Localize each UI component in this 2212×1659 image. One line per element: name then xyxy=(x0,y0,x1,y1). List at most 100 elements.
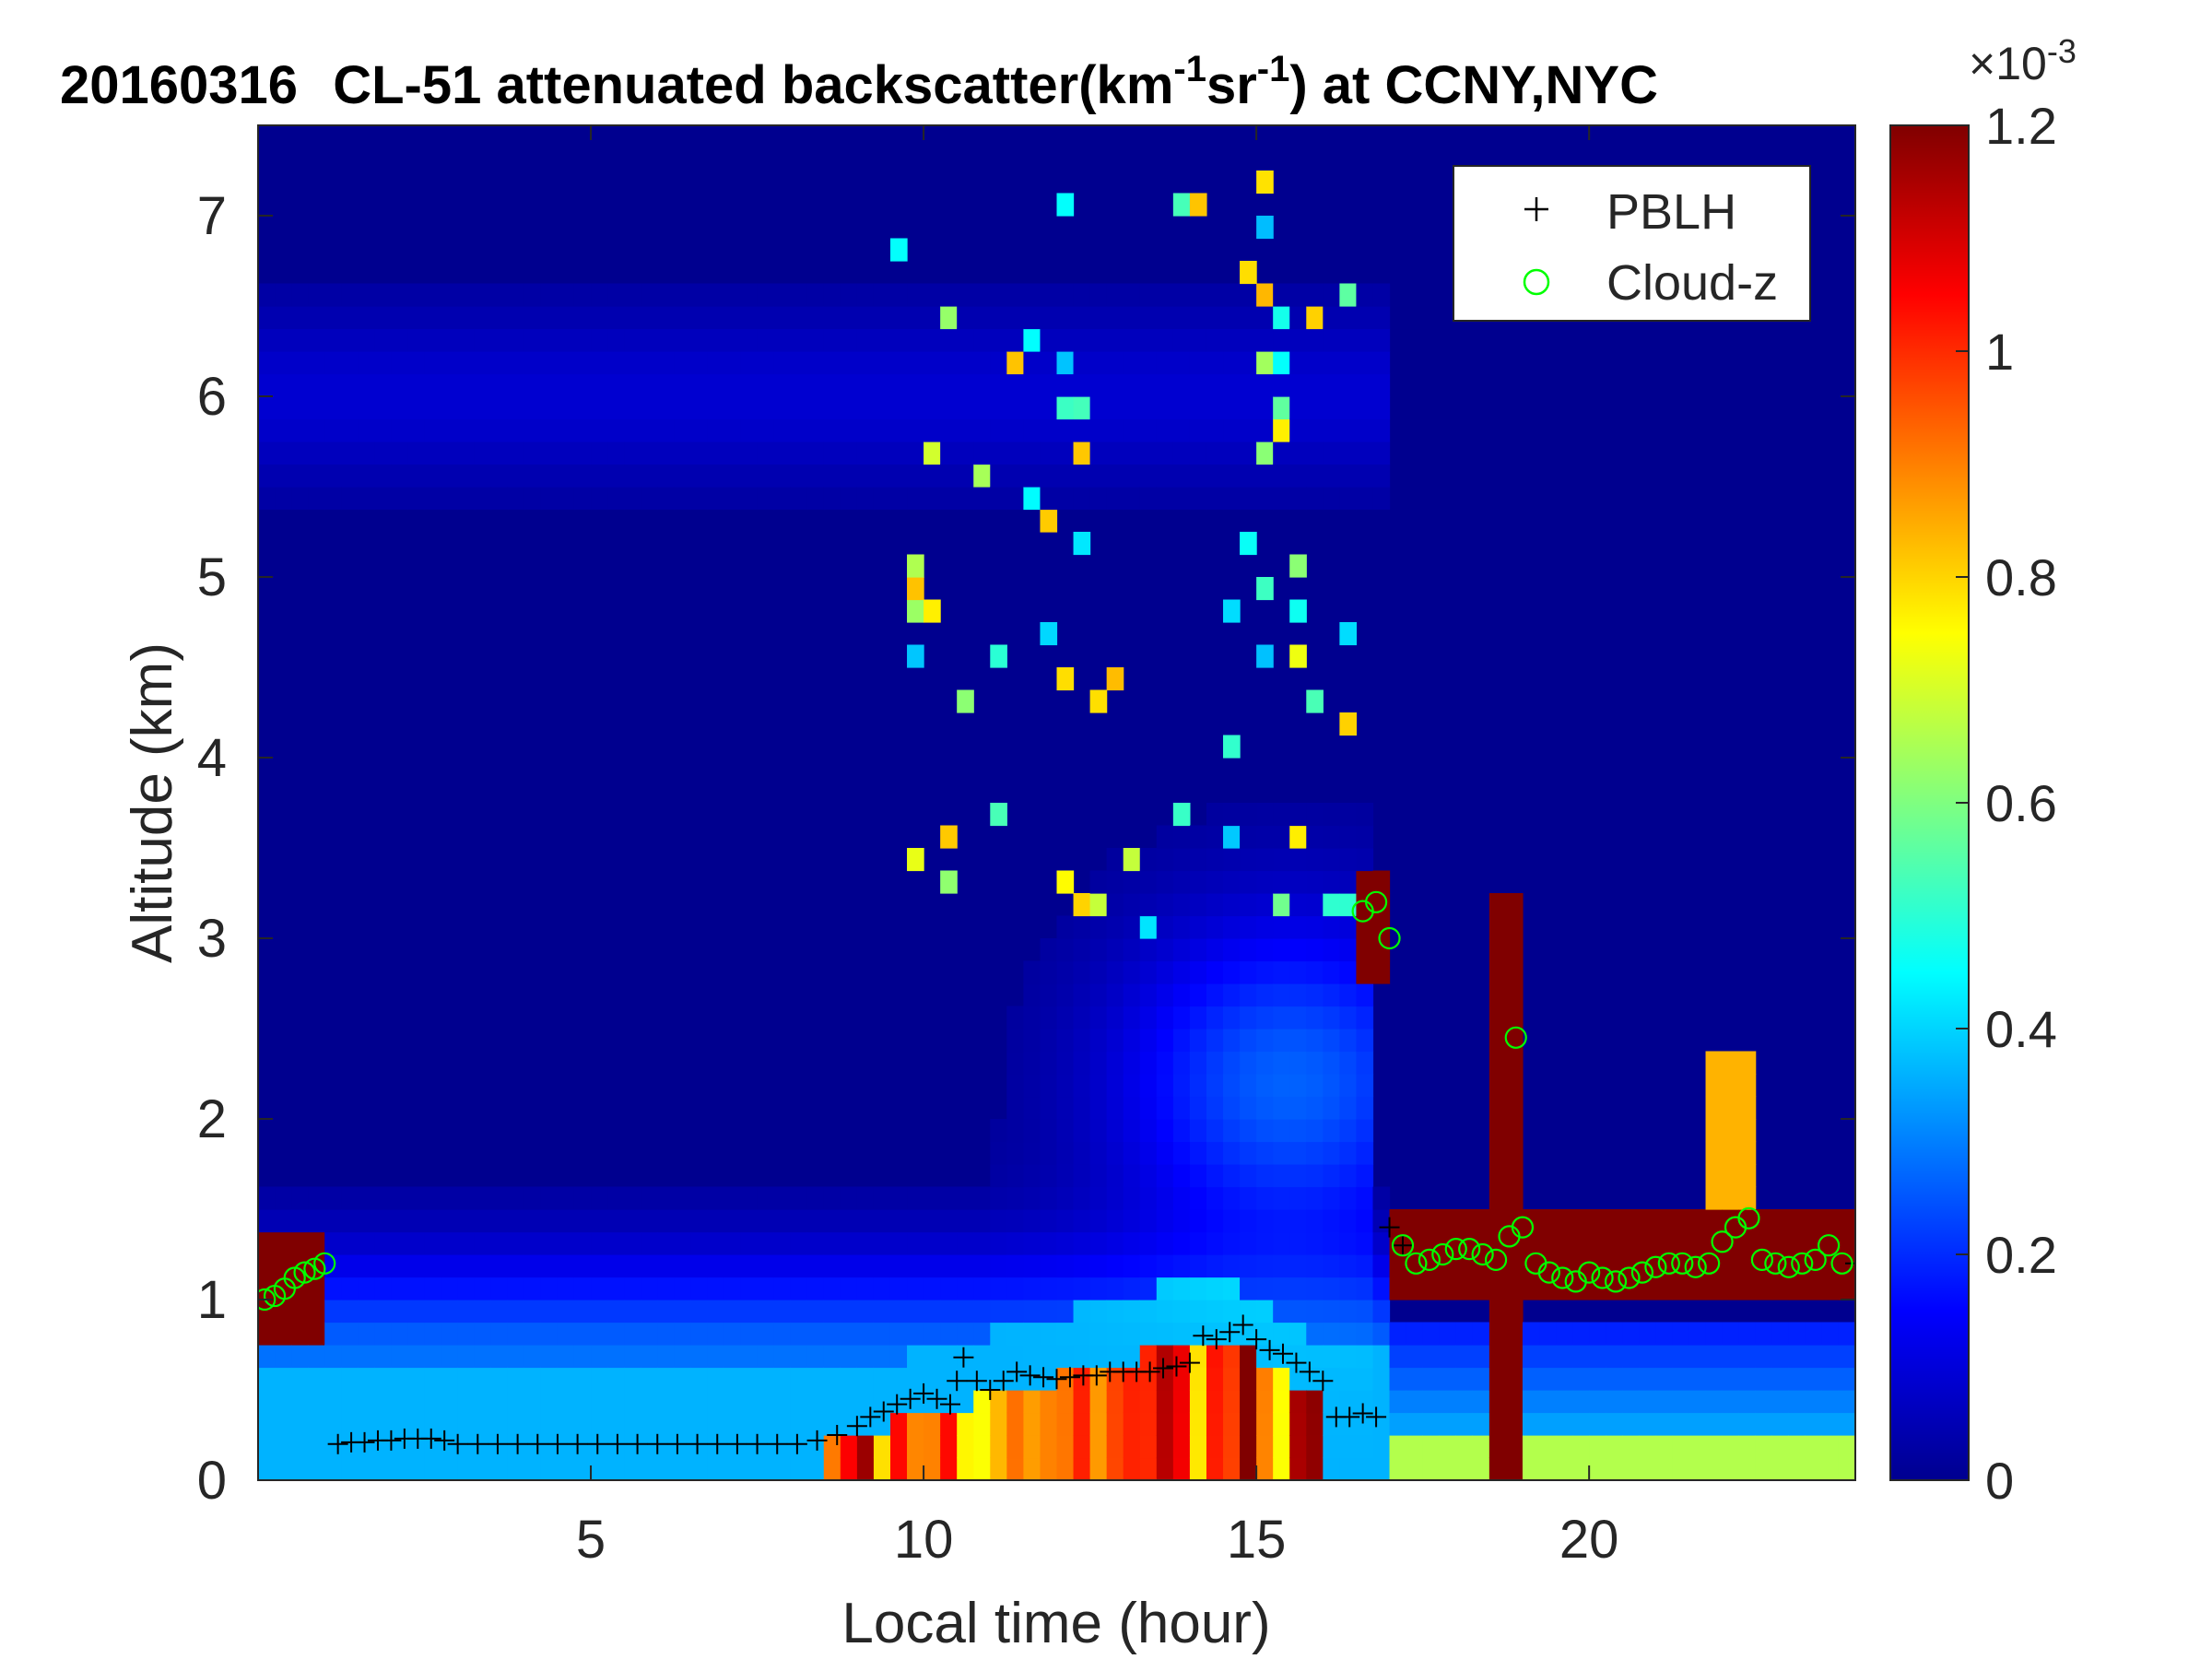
heatmap-cell xyxy=(1073,1322,1091,1346)
heatmap-cell xyxy=(624,1209,641,1233)
heatmap-cell xyxy=(341,1300,359,1324)
heatmap-cell xyxy=(1172,396,1191,420)
heatmap-cell xyxy=(840,283,858,307)
heatmap-cell xyxy=(1106,1231,1124,1255)
heatmap-cell xyxy=(1206,1164,1224,1188)
heatmap-cell xyxy=(407,1231,426,1255)
heatmap-cell xyxy=(1738,1231,1757,1255)
heatmap-cell xyxy=(1273,1029,1290,1053)
heatmap-cell xyxy=(1788,1209,1806,1233)
heatmap-cell xyxy=(1172,418,1191,442)
heatmap-cell xyxy=(1189,1457,1207,1480)
heatmap-cell xyxy=(724,1345,742,1369)
heatmap-cell xyxy=(840,396,858,420)
heatmap-cell xyxy=(1172,487,1191,511)
heatmap-cell xyxy=(1006,1096,1024,1120)
heatmap-cell xyxy=(1289,893,1307,917)
heatmap-cell xyxy=(1156,396,1174,420)
heatmap-cell xyxy=(1073,915,1091,939)
heatmap-cell xyxy=(1306,396,1324,420)
heatmap-cell xyxy=(324,418,342,442)
heatmap-cell xyxy=(1805,1390,1823,1414)
heatmap-cell xyxy=(907,396,924,420)
heatmap-cell xyxy=(1006,487,1024,511)
heatmap-cell xyxy=(1372,1435,1391,1459)
heatmap-cell xyxy=(474,1231,492,1255)
heatmap-cell xyxy=(607,1231,625,1255)
heatmap-cell xyxy=(1372,938,1391,962)
heatmap-cell xyxy=(490,1277,509,1300)
heatmap-cell xyxy=(1722,1367,1740,1391)
heatmap-cell xyxy=(1356,960,1374,984)
heatmap-cell xyxy=(724,1231,742,1255)
heatmap-cell xyxy=(973,1457,991,1480)
heatmap-cell xyxy=(924,464,941,488)
heatmap-cell xyxy=(856,283,875,307)
heatmap-cell xyxy=(540,1412,559,1436)
heatmap-cell xyxy=(1606,1367,1623,1391)
heatmap-cell xyxy=(1189,825,1207,849)
heatmap-cell xyxy=(724,328,742,352)
heatmap-cell xyxy=(1505,1367,1524,1391)
cloudz-point xyxy=(1671,1252,1694,1275)
heatmap-cell xyxy=(1172,915,1191,939)
heatmap-cell xyxy=(1356,1435,1374,1459)
heatmap-cell xyxy=(1323,1390,1340,1414)
heatmap-cell xyxy=(1722,1412,1740,1436)
heatmap-cell xyxy=(573,1412,592,1436)
pblh-point xyxy=(1193,1325,1214,1347)
heatmap-cell xyxy=(624,1412,641,1436)
heatmap-cell xyxy=(540,441,559,465)
heatmap-cell xyxy=(856,1457,875,1480)
heatmap-cell xyxy=(1156,1367,1174,1391)
heatmap-cell xyxy=(1106,1300,1124,1324)
heatmap-cell xyxy=(1040,1209,1058,1233)
heatmap-cell xyxy=(840,1231,858,1255)
heatmap-cell xyxy=(358,1186,375,1210)
pblh-point xyxy=(1246,1329,1267,1350)
heatmap-cell xyxy=(1256,418,1274,442)
heatmap-cell xyxy=(657,1186,675,1210)
heatmap-cell xyxy=(1206,1277,1224,1300)
heatmap-cell xyxy=(1172,960,1191,984)
heatmap-cell xyxy=(657,306,675,330)
heatmap-cell xyxy=(1123,396,1141,420)
heatmap-cell xyxy=(1156,1277,1174,1300)
x-tick-label: 5 xyxy=(576,1510,606,1570)
heatmap-cell xyxy=(1223,1096,1241,1120)
heatmap-cell xyxy=(957,1345,974,1369)
colorbar-tick-label: 0.6 xyxy=(1985,774,2057,832)
heatmap-cell xyxy=(1306,1164,1324,1188)
heatmap-cell xyxy=(524,1457,542,1480)
heatmap-cell xyxy=(1406,1367,1424,1391)
heatmap-cell xyxy=(806,418,825,442)
heatmap-cell xyxy=(1106,1096,1124,1120)
heatmap-cell xyxy=(1240,396,1257,420)
heatmap-cell xyxy=(740,396,759,420)
heatmap-cell xyxy=(1306,848,1324,872)
heatmap-cell xyxy=(324,283,342,307)
heatmap-cell xyxy=(258,1390,276,1414)
heatmap-cell xyxy=(557,487,575,511)
heatmap-cell xyxy=(1056,1029,1075,1053)
heatmap-cell xyxy=(1189,351,1207,375)
heatmap-cell xyxy=(674,283,691,307)
heatmap-cell xyxy=(391,351,409,375)
heatmap-cell xyxy=(1705,1390,1724,1414)
colorbar-tick-label: 1 xyxy=(1985,323,2014,381)
heatmap-cell xyxy=(1040,1435,1058,1459)
heatmap-cell xyxy=(1023,418,1041,442)
heatmap-cell xyxy=(1372,1367,1391,1391)
heatmap-cell xyxy=(806,351,825,375)
heatmap-cell xyxy=(1139,848,1158,872)
heatmap-cell xyxy=(1256,1096,1274,1120)
heatmap-cell xyxy=(1056,870,1075,894)
heatmap-cell xyxy=(1206,283,1224,307)
heatmap-cell xyxy=(1040,1096,1058,1120)
heatmap-cell xyxy=(258,306,276,330)
heatmap-cell xyxy=(308,1322,325,1346)
heatmap-cell xyxy=(674,1300,691,1324)
heatmap-cell xyxy=(1089,351,1108,375)
heatmap-cell xyxy=(258,1412,276,1436)
heatmap-cell xyxy=(258,441,276,465)
